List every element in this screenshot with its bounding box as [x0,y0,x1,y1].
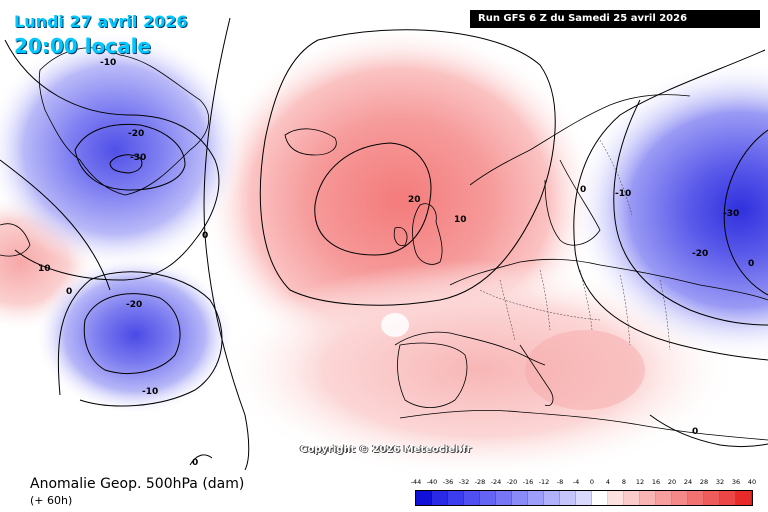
bay-of-biscay-gap [381,313,409,337]
legend-tick-label: 40 [747,478,757,486]
contour-label: -20 [128,129,144,139]
legend-tick-label: -32 [458,478,470,486]
contour-label: 0 [66,287,72,297]
legend-swatch [560,491,576,505]
product-title: Anomalie Geop. 500hPa (dam) [30,476,245,492]
contour-label: -10 [100,58,116,68]
legend-tick-label: 0 [589,478,595,486]
legend-swatch [720,491,736,505]
contour-label: 10 [38,264,51,274]
legend-swatch [592,491,608,505]
legend-swatch [656,491,672,505]
legend-swatch [736,491,752,505]
forecast-date: Lundi 27 avril 2026 [14,12,188,31]
anomaly-map: -10 -20 -30 0 20 10 0 -10 -30 -20 10 0 -… [0,17,768,470]
legend-tick-label: 4 [605,478,611,486]
negative-anomaly-greenland [0,30,245,270]
positive-anomaly-balkans [525,330,645,410]
coastlines [0,47,768,441]
legend-swatch [480,491,496,505]
legend-tick-label: 12 [635,478,645,486]
legend-swatch [640,491,656,505]
legend-swatch [448,491,464,505]
legend-tick-label: 36 [731,478,741,486]
contour-label: -30 [130,153,146,163]
legend-tick-label: 32 [715,478,725,486]
legend-tick-label: 16 [651,478,661,486]
legend-swatch [672,491,688,505]
contour-label: 10 [454,215,467,225]
legend-tick-label: -16 [522,478,534,486]
legend-tick-labels: -44 -40 -36 -32 -28 -24 -20 -16 -12 -8 -4 0 4 8 12 16 20… [411,478,757,488]
contour-label: 0 [202,231,208,241]
isolines [0,17,768,470]
contour-label: -10 [142,387,158,397]
legend-swatch [464,491,480,505]
legend-tick-label: -36 [442,478,454,486]
contour-label: 20 [408,195,421,205]
legend-tick-label: 24 [683,478,693,486]
legend-tick-label: -44 [410,478,422,486]
legend-tick-label: 8 [621,478,627,486]
contour-labels: -10 -20 -30 0 20 10 0 -10 -30 -20 10 0 -… [38,58,754,468]
legend-swatch [576,491,592,505]
contour-label: 0 [692,427,698,437]
positive-anomaly-south-europe [220,260,740,470]
legend-swatch [512,491,528,505]
contour-label: -20 [692,249,708,259]
legend-tick-label: -40 [426,478,438,486]
contour-label: -30 [723,209,739,219]
legend-tick-label: -8 [556,478,564,486]
negative-anomaly-russia [570,60,768,360]
legend-tick-label: 28 [699,478,709,486]
legend-swatch [496,491,512,505]
legend-tick-label: -20 [506,478,518,486]
color-legend: -44 -40 -36 -32 -28 -24 -20 -16 -12 -8 -4 0 4 8 12 16 20… [411,478,757,508]
legend-swatch [688,491,704,505]
legend-tick-label: -12 [538,478,550,486]
legend-swatch [528,491,544,505]
run-info: Run GFS 6 Z du Samedi 25 avril 2026 [470,10,760,28]
legend-swatch [608,491,624,505]
legend-swatch [544,491,560,505]
legend-tick-label: -28 [474,478,486,486]
copyright-notice: Copyright © 2026 Meteociel.fr [300,444,472,455]
negative-anomaly-atlantic [35,255,235,415]
legend-swatch [704,491,720,505]
legend-tick-label: -4 [572,478,580,486]
contour-label: 0 [580,185,586,195]
contour-label: -10 [615,189,631,199]
legend-swatch [432,491,448,505]
legend-swatch [416,491,432,505]
forecast-lead-time: (+ 60h) [30,494,73,507]
contour-label: 0 [192,458,198,468]
contour-label: 0 [748,259,754,269]
legend-tick-label: 20 [667,478,677,486]
forecast-local-time: 20:00 locale [14,34,151,58]
legend-swatch [624,491,640,505]
legend-tick-label: -24 [490,478,502,486]
legend-color-bar [415,490,753,506]
contour-label: -20 [126,300,142,310]
